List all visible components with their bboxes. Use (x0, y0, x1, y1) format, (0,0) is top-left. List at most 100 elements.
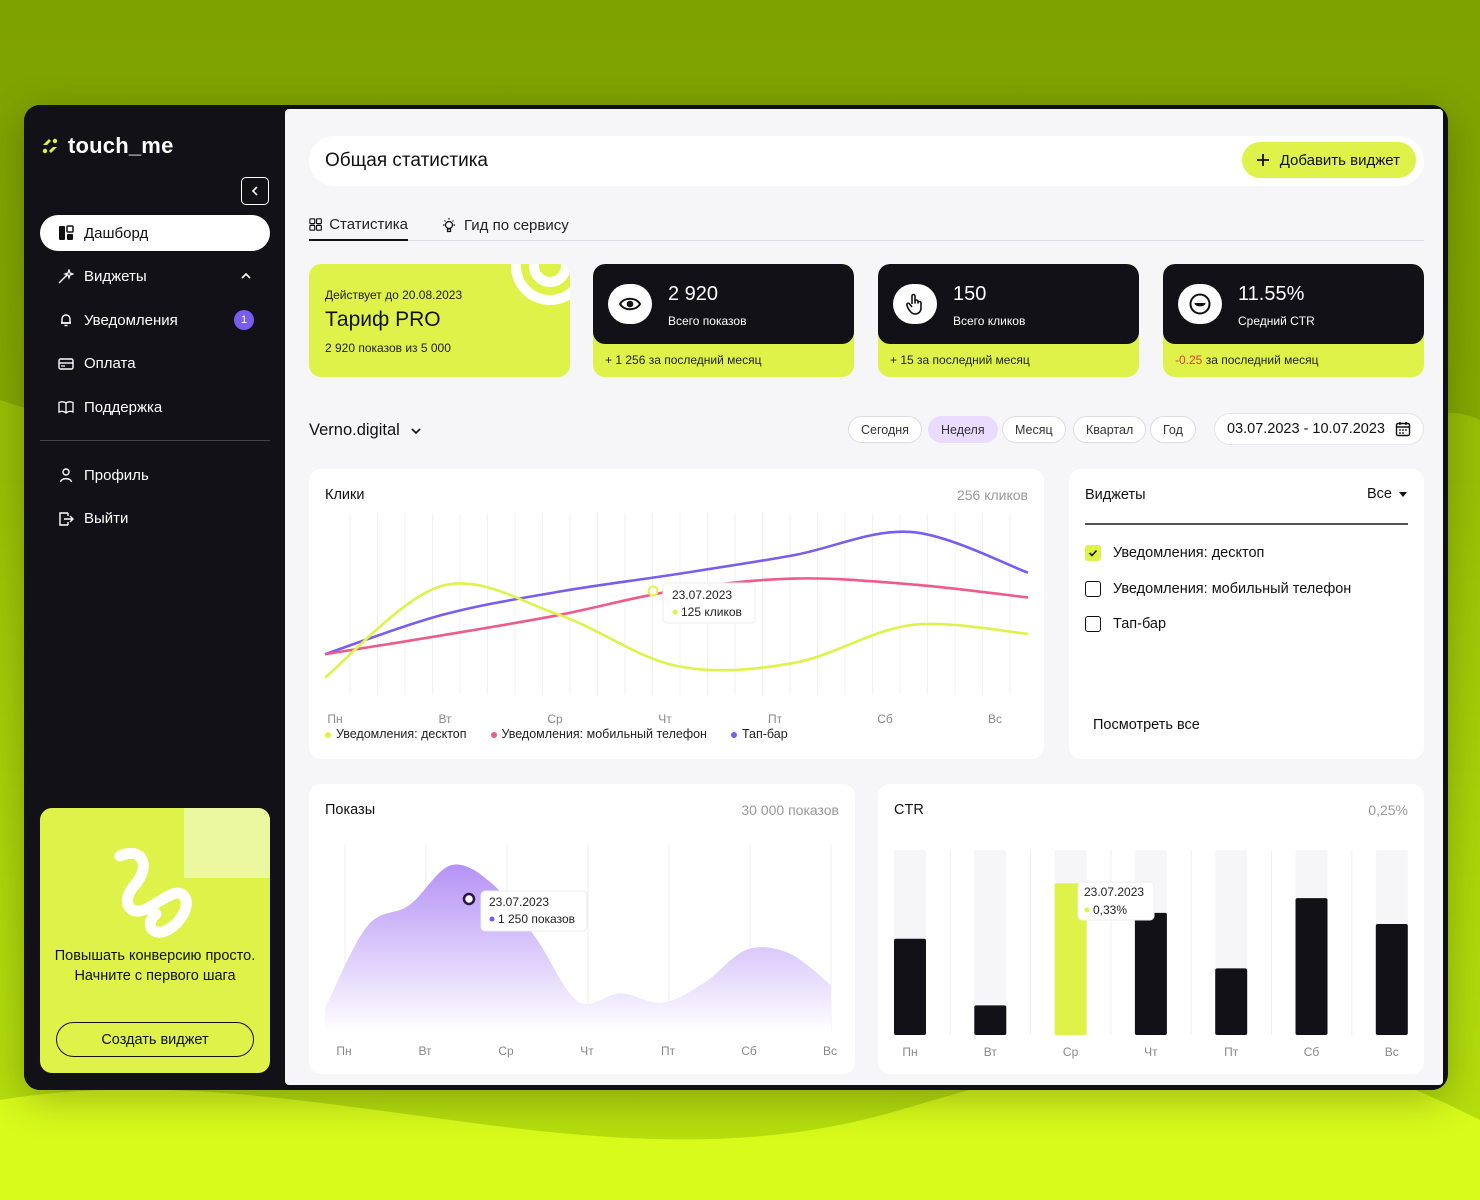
sidebar-item-label: Уведомления (84, 311, 178, 329)
tooltip-box (480, 890, 588, 932)
x-tick-label: Вт (438, 712, 452, 726)
series-line (324, 582, 1029, 679)
tariff-arc-decoration (511, 264, 570, 305)
period-week[interactable]: Неделя (928, 416, 998, 443)
period-month[interactable]: Месяц (1002, 416, 1066, 443)
sidebar-item-dashboard[interactable]: Дашборд (40, 215, 270, 251)
x-tick-label: Вс (823, 1044, 837, 1058)
bar (1295, 898, 1328, 1035)
tooltip-box (662, 582, 756, 624)
tooltip-marker (462, 892, 476, 906)
kpi-value: 11.55% (1238, 283, 1305, 305)
tooltip-value: 1 250 показов (498, 912, 575, 926)
main-content: Общая статистика Добавить виджет Статист… (285, 109, 1443, 1085)
tooltip-value: 0,33% (1093, 903, 1127, 917)
checkbox[interactable] (1085, 616, 1101, 632)
ctr-chart-title: CTR (894, 802, 924, 818)
period-quarter[interactable]: Квартал (1073, 416, 1147, 443)
tariff-usage: 2 920 показов из 5 000 (325, 341, 451, 355)
widget-option-tapbar[interactable]: Тап-бар (1085, 616, 1166, 632)
date-range-picker[interactable]: 03.07.2023 - 10.07.2023 (1213, 413, 1424, 445)
kpi-card-clicks: 150 Всего кликов + 15 за последний месяц (878, 264, 1139, 377)
kpi-delta-text: за последний месяц (645, 353, 762, 367)
widget-option-desktop[interactable]: Уведомления: десктоп (1085, 545, 1264, 561)
tab-guide[interactable]: Гид по сервису (441, 209, 569, 241)
kpi-card-impressions: 2 920 Всего показов + 1 256 за последний… (593, 264, 854, 377)
grid-icon (309, 217, 322, 231)
widget-option-label: Уведомления: мобильный телефон (1113, 581, 1352, 597)
bar (974, 1005, 1007, 1035)
header-bar: Общая статистика Добавить виджет (309, 136, 1424, 186)
sidebar-item-notifications[interactable]: Уведомления 1 (40, 302, 270, 338)
tooltip-dot (672, 609, 678, 615)
card-icon (58, 356, 74, 372)
tab-bar: Статистика Гид по сервису (309, 209, 1424, 241)
kpi-delta-value: -0.25 (1175, 353, 1203, 367)
tab-label: Статистика (329, 215, 408, 233)
checkbox[interactable] (1085, 581, 1101, 597)
widgets-filter-panel: Виджеты Все Уведомления: десктоп Уведомл… (1069, 469, 1424, 759)
sidebar-item-support[interactable]: Поддержка (40, 389, 270, 425)
filter-row: Verno.digital Сегодня Неделя Месяц Кварт… (309, 413, 1424, 449)
impressions-chart-total: 30 000 показов (741, 802, 839, 818)
add-widget-label: Добавить виджет (1279, 151, 1400, 169)
kpi-delta-text: за последний месяц (913, 353, 1030, 367)
x-tick-label: Вт (984, 1045, 998, 1059)
create-widget-button[interactable]: Создать виджет (56, 1022, 254, 1057)
legend-item[interactable]: Уведомления: десктоп (325, 727, 467, 741)
eye-icon (608, 284, 652, 324)
company-selector[interactable]: Verno.digital (309, 421, 422, 440)
clicks-chart-total: 256 кликов (956, 487, 1028, 503)
legend-item[interactable]: Тап-бар (730, 727, 788, 741)
x-tick-label: Вт (418, 1044, 432, 1058)
tooltip-marker (647, 585, 659, 597)
widgets-panel-title: Виджеты (1085, 487, 1146, 503)
kpi-card-body: 2 920 Всего показов (593, 264, 854, 344)
ctr-bar-chart: Пн Вт Ср Чт Пт Сб Вс 23.07.2023 0,33% (894, 850, 1408, 1059)
collapse-sidebar-button[interactable] (241, 177, 269, 205)
see-all-link[interactable]: Посмотреть все (1093, 717, 1200, 733)
logo[interactable]: touch_me (40, 133, 174, 159)
bar (1375, 924, 1408, 1035)
sidebar-item-widgets[interactable]: Виджеты (40, 259, 270, 295)
sidebar-item-profile[interactable]: Профиль (40, 457, 270, 493)
x-tick-label: Пт (1224, 1045, 1239, 1059)
promo-card: Повышать конверсию просто. Начните с пер… (40, 808, 270, 1073)
widget-option-mobile[interactable]: Уведомления: мобильный телефон (1085, 581, 1351, 597)
chevron-up-icon[interactable] (240, 270, 252, 282)
bar (1134, 912, 1167, 1035)
ctr-chart-total: 0,25% (1368, 802, 1408, 818)
sidebar-item-label: Виджеты (84, 268, 147, 285)
widgets-select[interactable]: Все (1367, 486, 1408, 502)
period-year[interactable]: Год (1150, 416, 1196, 443)
legend-label: Уведомления: мобильный телефон (501, 727, 707, 741)
tooltip-dot (1084, 907, 1090, 913)
legend-item[interactable]: Уведомления: мобильный телефон (490, 727, 707, 741)
period-today[interactable]: Сегодня (848, 416, 922, 443)
calendar-icon (1395, 422, 1411, 437)
widget-option-label: Уведомления: десктоп (1113, 545, 1265, 561)
ctr-chart-panel: CTR 0,25% Пн Вт Ср Чт Пт Сб Вс 23.07.2023 0,33% (878, 784, 1424, 1074)
kpi-card-body: 11.55% Средний CTR (1163, 264, 1424, 344)
add-widget-button[interactable]: Добавить виджет (1241, 142, 1416, 178)
widget-option-label: Тап-бар (1113, 616, 1167, 632)
kpi-delta: + 1 256 за последний месяц (605, 353, 761, 367)
sidebar-item-payment[interactable]: Оплата (40, 346, 270, 382)
kpi-card-body: 150 Всего кликов (878, 264, 1139, 344)
chevron-down-icon (411, 427, 421, 434)
plus-icon (1256, 154, 1269, 166)
chevron-left-icon (251, 186, 258, 196)
promo-decoration (184, 808, 270, 878)
x-tick-label: Ср (1063, 1045, 1079, 1059)
bar (1215, 968, 1248, 1035)
promo-squiggle-icon (114, 848, 192, 938)
sidebar-item-logout[interactable]: Выйти (40, 501, 270, 537)
tab-statistics[interactable]: Статистика (309, 209, 408, 241)
x-tick-label: Вс (1385, 1045, 1399, 1059)
checkbox-checked[interactable] (1085, 545, 1101, 561)
app-window: touch_me Дашборд Виджеты Уведомления 1 (24, 105, 1448, 1090)
tooltip-date: 23.07.2023 (672, 588, 732, 602)
x-tick-label: Пн (902, 1045, 917, 1059)
tooltip-value: 125 кликов (681, 605, 742, 619)
sidebar-item-label: Поддержка (84, 398, 163, 416)
